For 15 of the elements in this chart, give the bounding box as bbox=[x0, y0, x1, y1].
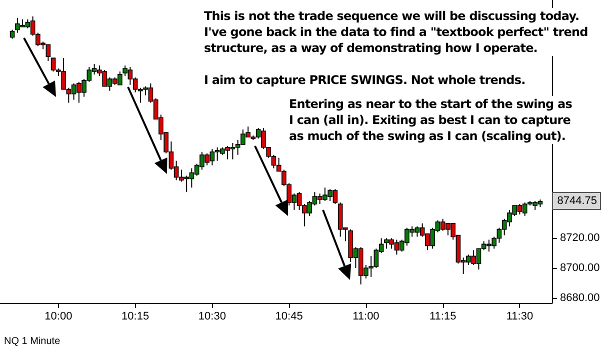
annotation: Entering as near to the start of the swing as I can (all in). Exiting as best I can to capture as much of the swing as I can (scaling out). bbox=[289, 96, 572, 144]
x-tick-label: 10:00 bbox=[44, 310, 72, 322]
annotation: 8744.75 bbox=[552, 192, 601, 210]
y-tick-label: 8680.00 bbox=[560, 292, 600, 304]
x-tick-label: 10:15 bbox=[122, 310, 150, 322]
x-tick-label: 10:30 bbox=[198, 310, 226, 322]
y-tick-label: 8700.00 bbox=[560, 262, 600, 274]
x-tick-label: 11:30 bbox=[506, 310, 534, 322]
text: NQ 1 Minute bbox=[4, 336, 60, 348]
y-tick-label: 8720.00 bbox=[560, 232, 600, 244]
x-tick-label: 11:15 bbox=[429, 310, 456, 322]
x-tick-label: 11:00 bbox=[352, 310, 380, 322]
annotation: I aim to capture PRICE SWINGS. Not whole trends. bbox=[204, 72, 526, 88]
annotation: This is not the trade sequence we will be discussing today. I've gone back in the data to find a "textbook perfect" trend structure, as a way of demonstrating how I operate. bbox=[204, 8, 588, 56]
x-tick-label: 10:45 bbox=[275, 310, 303, 322]
